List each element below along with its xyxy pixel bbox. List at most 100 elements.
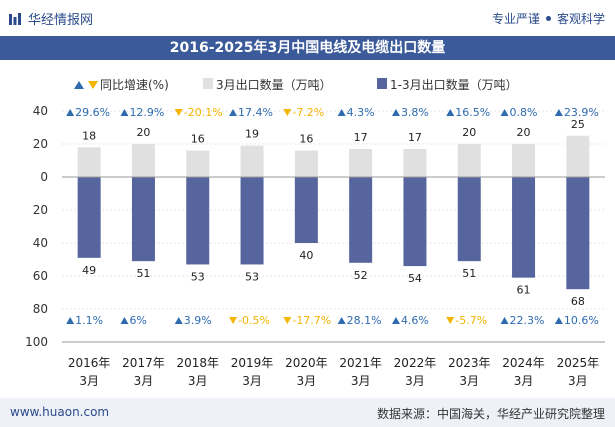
up-arrow-icon	[391, 317, 400, 324]
march-bar	[349, 148, 373, 177]
march-value-label: 17	[408, 131, 422, 144]
up-arrow-icon	[174, 317, 183, 324]
x-tick-month: 3月	[459, 374, 479, 388]
march-yoy-label: 3.8%	[401, 106, 429, 119]
y-tick-label: 40	[33, 236, 48, 250]
cumulative-yoy-label: -5.7%	[455, 314, 487, 327]
cumulative-bar	[457, 177, 481, 262]
up-arrow-icon	[446, 109, 455, 116]
cumulative-value-label: 51	[136, 267, 150, 280]
march-bar	[77, 147, 101, 177]
legend-cumulative-swatch	[377, 78, 387, 89]
up-arrow-icon	[337, 317, 346, 324]
y-tick-label: 20	[33, 137, 48, 151]
up-arrow-icon	[66, 317, 75, 324]
march-value-label: 25	[571, 118, 585, 131]
tagline: 专业严谨 客观科学	[492, 10, 605, 27]
brand-name: 华经情报网	[28, 13, 94, 28]
cumulative-value-label: 61	[517, 284, 531, 297]
cumulative-yoy-label: 10.6%	[564, 314, 599, 327]
cumulative-yoy-label: 28.1%	[347, 314, 382, 327]
y-tick-label: 100	[25, 335, 48, 349]
up-arrow-icon	[120, 317, 129, 324]
march-yoy-label: -20.1%	[184, 106, 223, 119]
chart-title: 2016-2025年3月中国电线及电缆出口数量	[169, 40, 446, 56]
brand: 华经情报网	[8, 9, 93, 28]
cumulative-bar	[566, 177, 590, 290]
legend: 同比增速(%) 3月出口数量（万吨） 1-3月出口数量（万吨）	[74, 77, 518, 92]
cumulative-yoy-label: 22.3%	[510, 314, 545, 327]
x-tick-year: 2025年	[557, 356, 600, 370]
up-arrow-icon	[120, 109, 129, 116]
x-tick-month: 3月	[242, 374, 262, 388]
cumulative-value-label: 51	[462, 267, 476, 280]
bars	[77, 135, 590, 290]
legend-cumulative-label: 1-3月出口数量（万吨）	[390, 77, 518, 92]
cumulative-value-label: 68	[571, 295, 585, 308]
cumulative-bar	[349, 177, 373, 263]
cumulative-bar	[186, 177, 210, 265]
cumulative-bar	[403, 177, 427, 267]
up-arrow-icon	[554, 317, 563, 324]
x-tick-year: 2021年	[339, 356, 382, 370]
march-value-label: 20	[462, 126, 476, 139]
march-yoy-label: -7.2%	[292, 106, 324, 119]
x-tick-month: 3月	[351, 374, 371, 388]
march-value-label: 20	[517, 126, 531, 139]
cumulative-value-label: 54	[408, 272, 422, 285]
march-bar	[240, 145, 264, 177]
x-tick-year: 2017年	[122, 356, 165, 370]
march-value-label: 18	[82, 129, 96, 142]
legend-march-label: 3月出口数量（万吨）	[216, 77, 332, 92]
cumulative-yoy-label: 3.9%	[184, 314, 212, 327]
y-tick-label: 40	[33, 104, 48, 118]
march-bar	[457, 144, 481, 177]
legend-yoy-label: 同比增速(%)	[100, 78, 169, 92]
cumulative-value-label: 52	[354, 269, 368, 282]
y-tick-label: 0	[40, 170, 48, 184]
cumulative-bar	[294, 177, 318, 243]
x-tick-year: 2020年	[285, 356, 328, 370]
down-arrow-icon	[283, 317, 292, 324]
march-yoy-label: 23.9%	[564, 106, 599, 119]
down-arrow-icon	[229, 317, 238, 324]
cumulative-yoy-label: 6%	[129, 314, 146, 327]
up-arrow-icon	[229, 109, 238, 116]
tagline-dot-icon	[545, 16, 551, 21]
up-arrow-icon	[500, 317, 509, 324]
down-arrow-icon	[446, 317, 455, 324]
x-tick-year: 2024年	[502, 356, 545, 370]
down-arrow-icon	[283, 109, 292, 116]
march-value-label: 16	[299, 133, 313, 146]
cumulative-bar	[131, 177, 155, 262]
legend-march-swatch	[203, 78, 213, 89]
x-tick-month: 3月	[405, 374, 425, 388]
x-tick-year: 2016年	[68, 356, 111, 370]
footer-site: www.huaon.com	[10, 405, 110, 419]
cumulative-bar	[77, 177, 101, 258]
y-tick-label: 60	[33, 269, 48, 283]
march-yoy-label: 29.6%	[75, 106, 110, 119]
axes: 40200204060801002016年3月2017年3月2018年3月201…	[25, 104, 605, 388]
y-tick-label: 80	[33, 302, 48, 316]
march-yoy-label: 16.5%	[455, 106, 490, 119]
march-value-label: 20	[136, 126, 150, 139]
x-tick-month: 3月	[568, 374, 588, 388]
x-tick-year: 2019年	[231, 356, 274, 370]
legend-down-arrow-icon	[88, 81, 98, 89]
cumulative-yoy-label: 4.6%	[401, 314, 429, 327]
cumulative-yoy-label: -0.5%	[238, 314, 270, 327]
x-tick-year: 2023年	[448, 356, 491, 370]
march-value-label: 19	[245, 128, 259, 141]
march-bar	[403, 148, 427, 177]
march-bar	[294, 150, 318, 177]
march-bar	[131, 144, 155, 177]
cumulative-yoy-label: -17.7%	[292, 314, 331, 327]
title-bar: 2016-2025年3月中国电线及电缆出口数量	[0, 36, 615, 60]
march-yoy-label: 0.8%	[510, 106, 538, 119]
up-arrow-icon	[391, 109, 400, 116]
up-arrow-icon	[337, 109, 346, 116]
brand-logo-icon	[9, 13, 21, 25]
cumulative-value-label: 53	[191, 270, 205, 283]
tagline-left: 专业严谨	[491, 12, 540, 26]
